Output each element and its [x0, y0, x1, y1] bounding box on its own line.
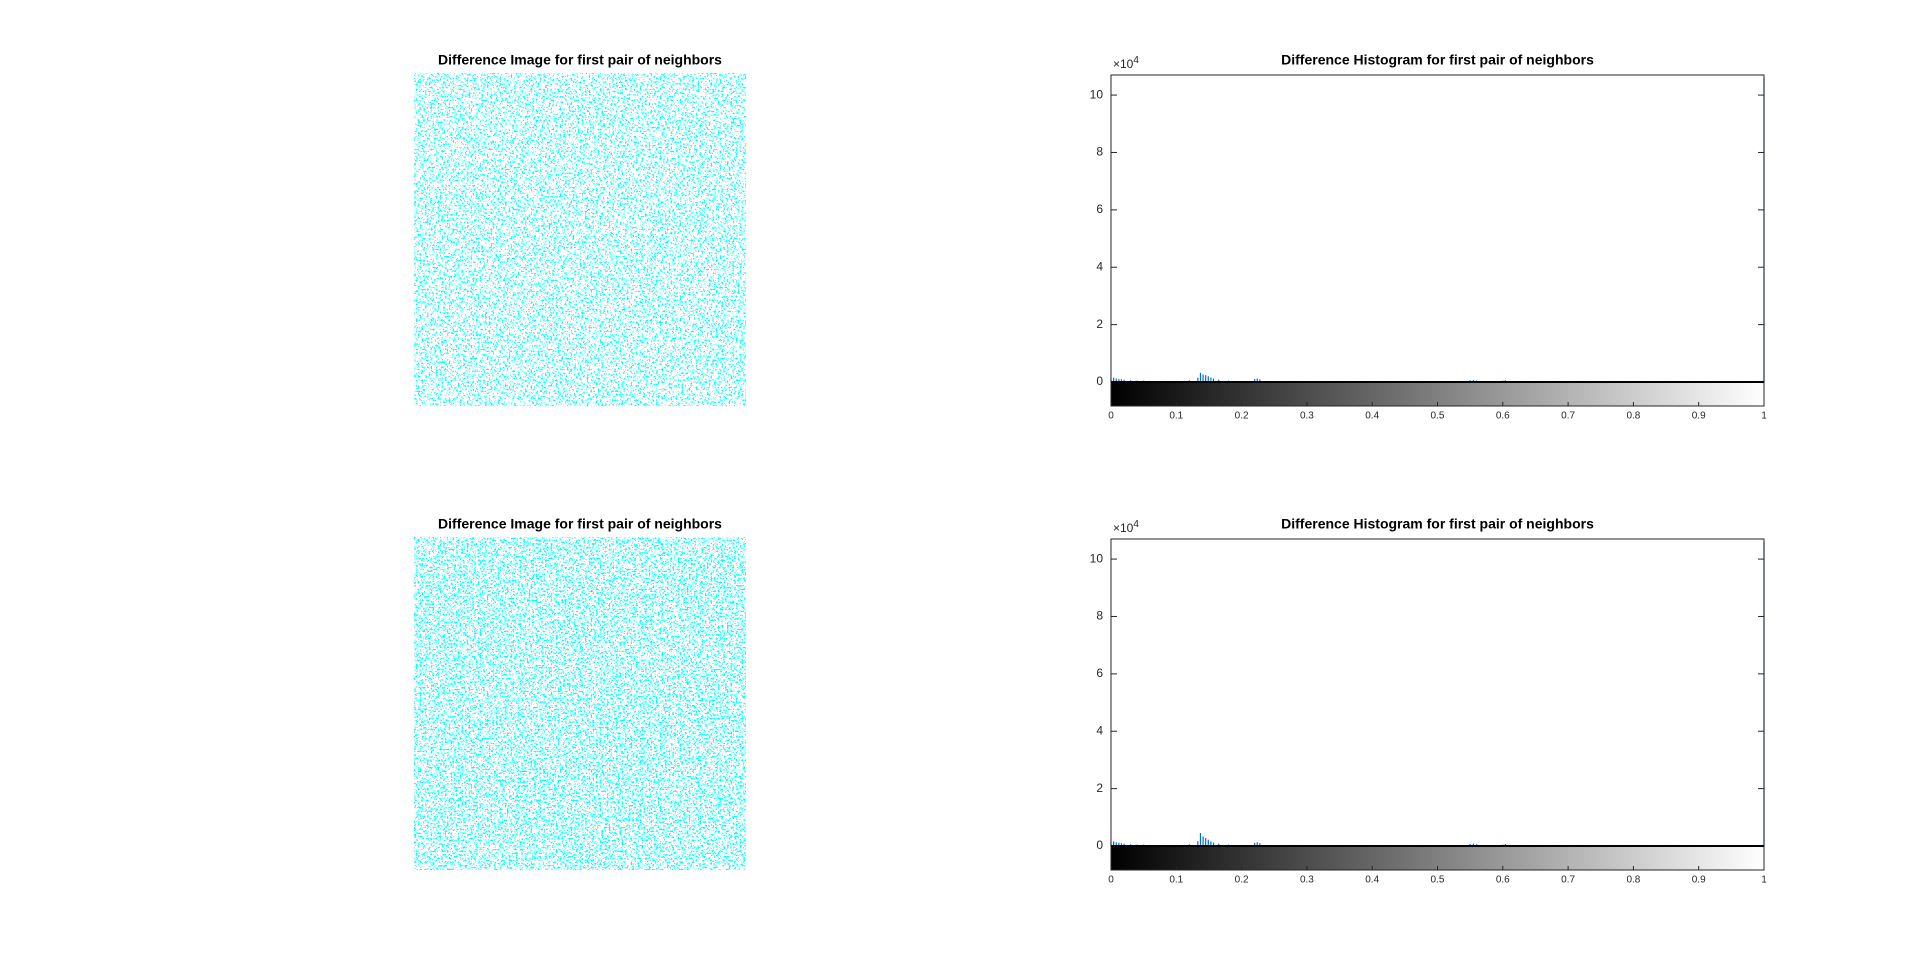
y-tick-label: 6	[1096, 202, 1103, 216]
x-tick-label: 0.3	[1300, 411, 1314, 422]
image-dots	[414, 537, 746, 870]
chart-title: Difference Histogram for first pair of n…	[1281, 516, 1594, 532]
image-dots	[414, 73, 746, 406]
x-tick-label: 0.6	[1496, 411, 1510, 422]
x-tick-label: 0.7	[1561, 875, 1575, 886]
x-tick-label: 0.6	[1496, 875, 1510, 886]
y-tick-label: 10	[1090, 87, 1104, 101]
x-tick-label: 0.4	[1365, 411, 1379, 422]
x-tick-label: 0.3	[1300, 875, 1314, 886]
x-tick-label: 0.8	[1626, 411, 1640, 422]
x-tick-label: 0.9	[1692, 411, 1706, 422]
y-multiplier-power: 4	[1133, 55, 1139, 66]
chart-title: Difference Image for first pair of neigh…	[438, 516, 722, 532]
y-tick-label: 2	[1096, 317, 1103, 331]
y-tick-label: 0	[1096, 838, 1103, 852]
x-tick-label: 0.7	[1561, 411, 1575, 422]
y-tick-label: 4	[1096, 723, 1103, 737]
x-tick-label: 1	[1761, 411, 1767, 422]
x-tick-label: 0.2	[1235, 875, 1249, 886]
y-tick-label: 4	[1096, 259, 1103, 273]
chart-title: Difference Image for first pair of neigh…	[438, 52, 722, 68]
x-tick-label: 0	[1108, 875, 1114, 886]
chart-title: Difference Histogram for first pair of n…	[1281, 52, 1594, 68]
y-tick-label: 0	[1096, 374, 1103, 388]
x-tick-label: 0.4	[1365, 875, 1379, 886]
x-tick-label: 0.1	[1169, 875, 1183, 886]
x-tick-label: 0.1	[1169, 411, 1183, 422]
y-tick-label: 10	[1090, 551, 1104, 565]
x-tick-label: 0.5	[1431, 411, 1445, 422]
x-tick-label: 0.8	[1626, 875, 1640, 886]
axes-box	[1110, 538, 1765, 847]
y-multiplier: ×104	[1113, 55, 1139, 72]
x-tick-label: 1	[1761, 875, 1767, 886]
y-tick-label: 2	[1096, 781, 1103, 795]
axes-box	[1110, 74, 1765, 383]
y-multiplier-base: ×10	[1113, 521, 1134, 535]
y-multiplier-base: ×10	[1113, 57, 1134, 71]
y-tick-label: 6	[1096, 666, 1103, 680]
y-multiplier-power: 4	[1133, 519, 1139, 530]
y-tick-label: 8	[1096, 145, 1103, 159]
x-tick-label: 0.5	[1431, 875, 1445, 886]
x-tick-label: 0.2	[1235, 411, 1249, 422]
y-multiplier: ×104	[1113, 519, 1139, 536]
y-tick-label: 8	[1096, 609, 1103, 623]
x-tick-label: 0	[1108, 411, 1114, 422]
x-tick-label: 0.9	[1692, 875, 1706, 886]
